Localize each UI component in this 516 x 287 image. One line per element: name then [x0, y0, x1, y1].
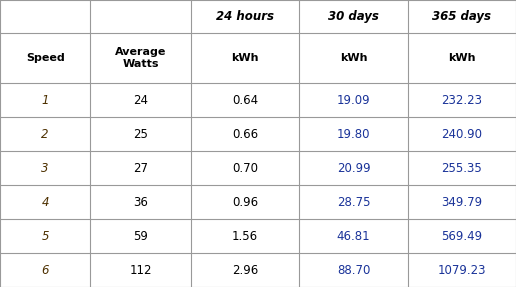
Text: 0.64: 0.64: [232, 94, 258, 107]
Text: 36: 36: [133, 196, 148, 209]
Text: 27: 27: [133, 162, 148, 174]
Text: kWh: kWh: [231, 53, 259, 63]
Text: 6: 6: [41, 263, 49, 276]
Text: 365 days: 365 days: [432, 10, 491, 23]
Text: 112: 112: [130, 263, 152, 276]
Text: 349.79: 349.79: [441, 196, 482, 209]
Text: 24 hours: 24 hours: [216, 10, 274, 23]
Text: kWh: kWh: [448, 53, 476, 63]
Text: 4: 4: [41, 196, 49, 209]
Text: 20.99: 20.99: [336, 162, 370, 174]
Text: 232.23: 232.23: [441, 94, 482, 107]
Text: 569.49: 569.49: [441, 230, 482, 243]
Text: 240.90: 240.90: [441, 128, 482, 141]
Text: 25: 25: [133, 128, 148, 141]
Text: 5: 5: [41, 230, 49, 243]
Text: 59: 59: [133, 230, 148, 243]
Text: Speed: Speed: [26, 53, 64, 63]
Text: 2.96: 2.96: [232, 263, 258, 276]
Text: kWh: kWh: [340, 53, 367, 63]
Text: 30 days: 30 days: [328, 10, 379, 23]
Text: 46.81: 46.81: [336, 230, 370, 243]
Text: 28.75: 28.75: [337, 196, 370, 209]
Text: 1: 1: [41, 94, 49, 107]
Text: 1079.23: 1079.23: [438, 263, 486, 276]
Text: 88.70: 88.70: [337, 263, 370, 276]
Text: 0.96: 0.96: [232, 196, 258, 209]
Text: 0.66: 0.66: [232, 128, 258, 141]
Text: Average
Watts: Average Watts: [115, 47, 166, 69]
Text: 24: 24: [133, 94, 148, 107]
Text: 255.35: 255.35: [442, 162, 482, 174]
Text: 2: 2: [41, 128, 49, 141]
Text: 0.70: 0.70: [232, 162, 258, 174]
Text: 3: 3: [41, 162, 49, 174]
Text: 1.56: 1.56: [232, 230, 258, 243]
Text: 19.80: 19.80: [337, 128, 370, 141]
Text: 19.09: 19.09: [336, 94, 370, 107]
